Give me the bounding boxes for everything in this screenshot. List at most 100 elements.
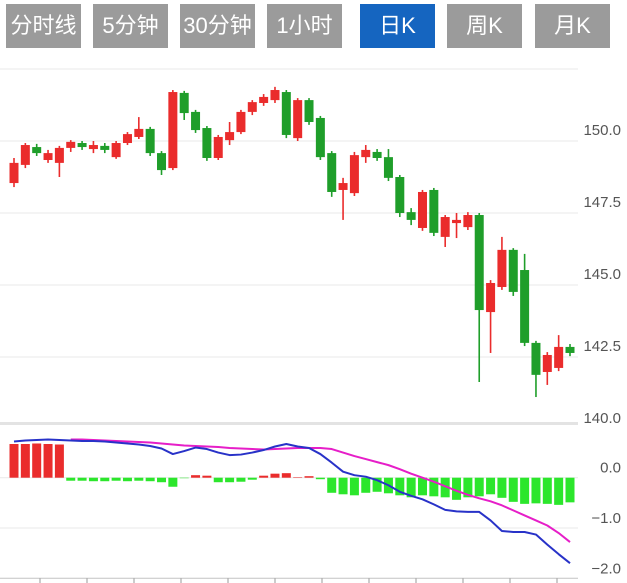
candle-body — [66, 141, 76, 148]
candle-body — [43, 153, 53, 161]
tab-1hour[interactable]: 1小时 — [267, 4, 342, 48]
candle-body — [270, 90, 280, 101]
dea-line — [70, 438, 571, 543]
macd-bar-up — [32, 443, 42, 478]
candle-body — [565, 346, 575, 353]
macd-bar-up — [43, 443, 53, 478]
macd-bar-down — [361, 477, 371, 493]
macd-bar-down — [349, 477, 359, 496]
candle-body — [463, 215, 473, 228]
x-axis — [0, 577, 578, 583]
macd-bar-up — [9, 443, 19, 478]
candle-body — [486, 282, 496, 313]
macd-bar-up — [281, 473, 291, 478]
macd-bar-down — [179, 477, 189, 479]
candle-body — [520, 270, 530, 343]
candle-body — [417, 191, 427, 228]
macd-axis-label: −2.0 — [591, 560, 621, 577]
candle-body — [508, 249, 518, 292]
macd-bar-down — [111, 477, 121, 481]
macd-histogram — [9, 443, 575, 505]
candle-body — [440, 217, 450, 237]
macd-bar-up — [191, 475, 201, 478]
macd-bar-up — [293, 477, 303, 478]
candle-body — [247, 102, 257, 112]
macd-bar-down — [440, 477, 450, 498]
macd-bar-down — [531, 477, 541, 504]
candle-body — [191, 111, 201, 131]
candle-body — [54, 147, 64, 163]
macd-bar-down — [168, 477, 178, 487]
candle-body — [225, 132, 235, 141]
macd-bar-down — [213, 477, 223, 483]
macd-bar-down — [145, 477, 155, 482]
tab-daily-k[interactable]: 日K — [360, 4, 435, 48]
candle-body — [361, 149, 371, 158]
macd-bar-down — [508, 477, 518, 502]
candle-body — [554, 346, 564, 368]
candle-body — [429, 189, 439, 233]
tab-minute-line[interactable]: 分时线 — [6, 4, 81, 48]
macd-bar-down — [486, 477, 496, 495]
candle-body — [122, 134, 132, 144]
macd-bar-down — [565, 477, 575, 503]
macd-bar-down — [66, 477, 76, 481]
macd-bar-down — [497, 477, 507, 498]
macd-axis-label: 0.0 — [600, 460, 621, 477]
candle-body — [372, 151, 382, 158]
candle-body — [259, 96, 269, 103]
candle-body — [157, 153, 167, 171]
tab-weekly-k[interactable]: 周K — [447, 4, 522, 48]
macd-bar-down — [474, 477, 484, 497]
macd-bar-up — [304, 476, 314, 478]
macd-bar-up — [259, 475, 269, 478]
macd-bar-down — [236, 477, 246, 482]
macd-bar-down — [122, 477, 132, 482]
candles — [9, 86, 575, 398]
macd-bar-down — [327, 477, 337, 493]
candle-body — [406, 212, 416, 220]
candle-body — [327, 153, 337, 192]
macd-axis-label: −1.0 — [591, 510, 621, 527]
candle-body — [531, 342, 541, 375]
candle-body — [293, 100, 303, 139]
candle-body — [32, 147, 42, 154]
candle-body — [395, 177, 405, 213]
tab-5min[interactable]: 5分钟 — [93, 4, 168, 48]
candle-body — [168, 92, 178, 169]
candle-body — [452, 219, 462, 224]
price-axis-label: 145.0 — [583, 266, 621, 283]
macd-bar-down — [417, 477, 427, 496]
candle-body — [111, 143, 121, 158]
macd-bar-up — [270, 473, 280, 478]
macd-bar-up — [54, 444, 64, 478]
macd-bar-down — [452, 477, 462, 500]
candle-body — [20, 145, 30, 165]
candle-body — [281, 92, 291, 135]
axis-labels: 150.0 147.5 145.0 142.5 140.0 0.0 −1.0 −2.0 — [583, 122, 621, 577]
macd-bar-down — [225, 477, 235, 483]
candle-body — [542, 354, 552, 372]
candle-body — [315, 117, 325, 158]
candle-body — [145, 128, 155, 154]
macd-bar-down — [247, 477, 257, 480]
macd-bar-up — [20, 443, 30, 478]
candle-body — [497, 249, 507, 288]
macd-bar-down — [372, 477, 382, 492]
macd-bar-down — [406, 477, 416, 498]
macd-bar-down — [338, 477, 348, 495]
candle-body — [100, 145, 110, 150]
candle-body — [236, 111, 246, 133]
price-axis-label: 150.0 — [583, 122, 621, 139]
tab-monthly-k[interactable]: 月K — [535, 4, 610, 48]
candle-body — [338, 183, 348, 190]
macd-bar-down — [77, 477, 87, 481]
tab-30min[interactable]: 30分钟 — [180, 4, 255, 48]
candle-body — [9, 162, 19, 184]
macd-bar-down — [100, 477, 110, 482]
price-axis-label: 140.0 — [583, 410, 621, 427]
macd-bar-down — [88, 477, 98, 482]
candle-body — [304, 100, 314, 122]
price-axis-label: 142.5 — [583, 338, 621, 355]
